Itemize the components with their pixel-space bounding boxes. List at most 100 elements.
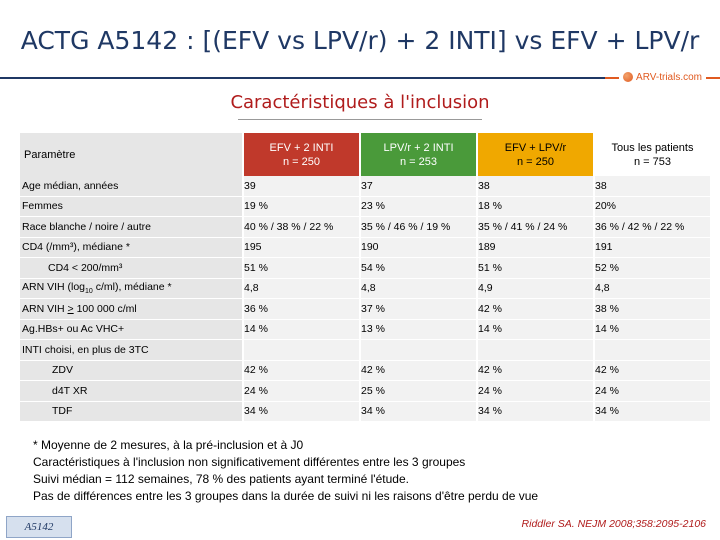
column-n: n = 253 (399, 155, 437, 168)
cell: 23 % (359, 196, 476, 217)
footnote: * Moyenne de 2 mesures, à la pré-inclusi… (33, 438, 304, 452)
row-label: CD4 (/mm³), médiane * (20, 237, 242, 258)
cell: 38 (593, 176, 710, 197)
cell: 42 % (593, 360, 710, 381)
footnote: Suivi médian = 112 semaines, 78 % des pa… (33, 472, 409, 486)
column-n: n = 250 (282, 155, 320, 168)
title-divider (0, 77, 720, 79)
cell: 42 % (242, 360, 359, 381)
table-row: d4T XR 24 % 25 % 24 % 24 % (20, 381, 710, 402)
cell: 4,8 (593, 278, 710, 299)
cell: 38 (476, 176, 593, 197)
row-label-text: c/ml), médiane * (92, 281, 172, 294)
column-name: EFV + LPV/r (504, 141, 567, 154)
baseline-characteristics-table: Paramètre EFV + 2 INTI n = 250 LPV/r + 2… (20, 133, 710, 422)
column-n: n = 753 (633, 155, 671, 168)
footnote: Pas de différences entre les 3 groupes d… (33, 489, 539, 503)
row-label: CD4 < 200/mm³ (20, 258, 242, 279)
row-label-subscript: 10 (85, 288, 93, 296)
cell: 20% (593, 196, 710, 217)
footnotes: * Moyenne de 2 mesures, à la pré-inclusi… (33, 437, 713, 505)
column-name: EFV + 2 INTI (269, 141, 334, 154)
row-label-symbol: > (67, 302, 74, 315)
cell: 42 % (359, 360, 476, 381)
table-header-row: Paramètre EFV + 2 INTI n = 250 LPV/r + 2… (20, 133, 710, 176)
cell: 39 (242, 176, 359, 197)
cell: 4,8 (242, 278, 359, 299)
cell: 13 % (359, 319, 476, 340)
cell: 4,9 (476, 278, 593, 299)
column-header-lpv-2inti: LPV/r + 2 INTI n = 253 (359, 133, 476, 176)
row-label: Age médian, années (20, 176, 242, 197)
cell: 190 (359, 237, 476, 258)
cell (593, 340, 710, 361)
table-section-row: INTI choisi, en plus de 3TC (20, 340, 710, 361)
section-label: INTI choisi, en plus de 3TC (20, 340, 242, 361)
table-row: Race blanche / noire / autre 40 % / 38 %… (20, 217, 710, 238)
column-header-all-patients: Tous les patients n = 753 (593, 133, 710, 176)
table-row: TDF 34 % 34 % 34 % 34 % (20, 401, 710, 422)
column-n: n = 250 (516, 155, 554, 168)
subtitle-underline (238, 119, 482, 120)
row-label-text: ARN VIH (22, 302, 68, 315)
row-label: Race blanche / noire / autre (20, 217, 242, 238)
row-label: TDF (20, 401, 242, 422)
cell (242, 340, 359, 361)
column-name: Tous les patients (611, 141, 694, 154)
param-header: Paramètre (20, 133, 242, 176)
study-badge: A5142 (6, 516, 72, 538)
cell: 37 (359, 176, 476, 197)
column-header-efv-lpv: EFV + LPV/r n = 250 (476, 133, 593, 176)
cell: 195 (242, 237, 359, 258)
cell: 37 % (359, 299, 476, 320)
cell: 4,8 (359, 278, 476, 299)
cell: 34 % (242, 401, 359, 422)
row-label: Ag.HBs+ ou Ac VHC+ (20, 319, 242, 340)
cell: 25 % (359, 381, 476, 402)
cell (359, 340, 476, 361)
cell: 24 % (242, 381, 359, 402)
cell: 24 % (593, 381, 710, 402)
cell: 36 % / 42 % / 22 % (593, 217, 710, 238)
column-name: LPV/r + 2 INTI (383, 141, 454, 154)
reference-citation: Riddler SA. NEJM 2008;358:2095-2106 (521, 518, 706, 530)
slide-title: ACTG A5142 : [(EFV vs LPV/r) + 2 INTI] v… (20, 26, 700, 55)
table-row: ARN VIH (log10 c/ml), médiane * 4,8 4,8 … (20, 278, 710, 299)
row-label-text: 100 000 c/ml (73, 302, 137, 315)
cell: 38 % (593, 299, 710, 320)
table-row: Femmes 19 % 23 % 18 % 20% (20, 196, 710, 217)
row-label: ARN VIH > 100 000 c/ml (20, 299, 242, 320)
cell: 36 % (242, 299, 359, 320)
cell: 191 (593, 237, 710, 258)
row-label: Femmes (20, 196, 242, 217)
row-label: ZDV (20, 360, 242, 381)
logo-text: ARV-trials.com (636, 71, 702, 83)
cell: 34 % (593, 401, 710, 422)
table-row: Age médian, années 39 37 38 38 (20, 176, 710, 197)
cell: 40 % / 38 % / 22 % (242, 217, 359, 238)
cell: 51 % (242, 258, 359, 279)
cell: 18 % (476, 196, 593, 217)
logo-mark-icon (623, 72, 634, 82)
arv-trials-logo: ARV-trials.com (619, 69, 706, 85)
slide-subtitle: Caractéristiques à l'inclusion (230, 92, 490, 113)
cell: 35 % / 41 % / 24 % (476, 217, 593, 238)
row-label: ARN VIH (log10 c/ml), médiane * (20, 278, 242, 299)
cell: 14 % (242, 319, 359, 340)
cell: 19 % (242, 196, 359, 217)
cell: 42 % (476, 299, 593, 320)
cell: 42 % (476, 360, 593, 381)
cell: 54 % (359, 258, 476, 279)
cell: 14 % (593, 319, 710, 340)
cell: 24 % (476, 381, 593, 402)
table-row: ARN VIH > 100 000 c/ml 36 % 37 % 42 % 38… (20, 299, 710, 320)
row-label: d4T XR (20, 381, 242, 402)
cell: 51 % (476, 258, 593, 279)
table-row: CD4 < 200/mm³ 51 % 54 % 51 % 52 % (20, 258, 710, 279)
cell: 14 % (476, 319, 593, 340)
table-row: Ag.HBs+ ou Ac VHC+ 14 % 13 % 14 % 14 % (20, 319, 710, 340)
cell (476, 340, 593, 361)
cell: 35 % / 46 % / 19 % (359, 217, 476, 238)
row-label-text: ARN VIH (log (22, 281, 86, 294)
footnote: Caractéristiques à l'inclusion non signi… (33, 455, 466, 469)
